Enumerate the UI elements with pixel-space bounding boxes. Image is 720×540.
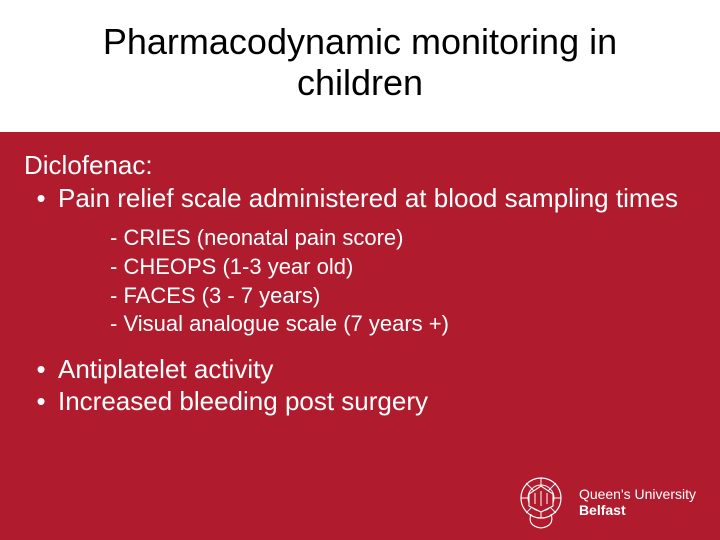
nested-item: - CHEOPS (1-3 year old): [110, 253, 690, 282]
lower-bullet: • Increased bleeding post surgery: [24, 385, 690, 418]
nested-item: - CRIES (neonatal pain score): [110, 224, 690, 253]
top-bullet-text: Pain relief scale administered at blood …: [58, 183, 690, 214]
logo-text: Queen's University Belfast: [579, 486, 696, 518]
crest-icon: [513, 474, 569, 530]
slide: Pharmacodynamic monitoring in children D…: [0, 0, 720, 540]
nested-list: - CRIES (neonatal pain score) - CHEOPS (…: [110, 224, 690, 338]
nested-item: - Visual analogue scale (7 years +): [110, 310, 690, 339]
lower-bullets: • Antiplatelet activity • Increased blee…: [24, 353, 690, 418]
title-region: Pharmacodynamic monitoring in children: [0, 0, 720, 132]
logo-line2: Belfast: [579, 502, 696, 518]
logo-line1: Queen's University: [579, 486, 696, 502]
bullet-char: •: [24, 353, 58, 386]
lower-bullet-text: Increased bleeding post surgery: [58, 385, 690, 418]
bullet-char: •: [24, 385, 58, 418]
nested-item: - FACES (3 - 7 years): [110, 282, 690, 311]
body-region: Diclofenac: • Pain relief scale administ…: [0, 132, 720, 540]
slide-title: Pharmacodynamic monitoring in children: [40, 21, 680, 104]
university-logo: Queen's University Belfast: [513, 474, 696, 530]
bullet-char: •: [24, 183, 58, 214]
lower-bullet: • Antiplatelet activity: [24, 353, 690, 386]
intro-text: Diclofenac:: [24, 150, 690, 181]
top-bullet: • Pain relief scale administered at bloo…: [24, 183, 690, 214]
lower-bullet-text: Antiplatelet activity: [58, 353, 690, 386]
